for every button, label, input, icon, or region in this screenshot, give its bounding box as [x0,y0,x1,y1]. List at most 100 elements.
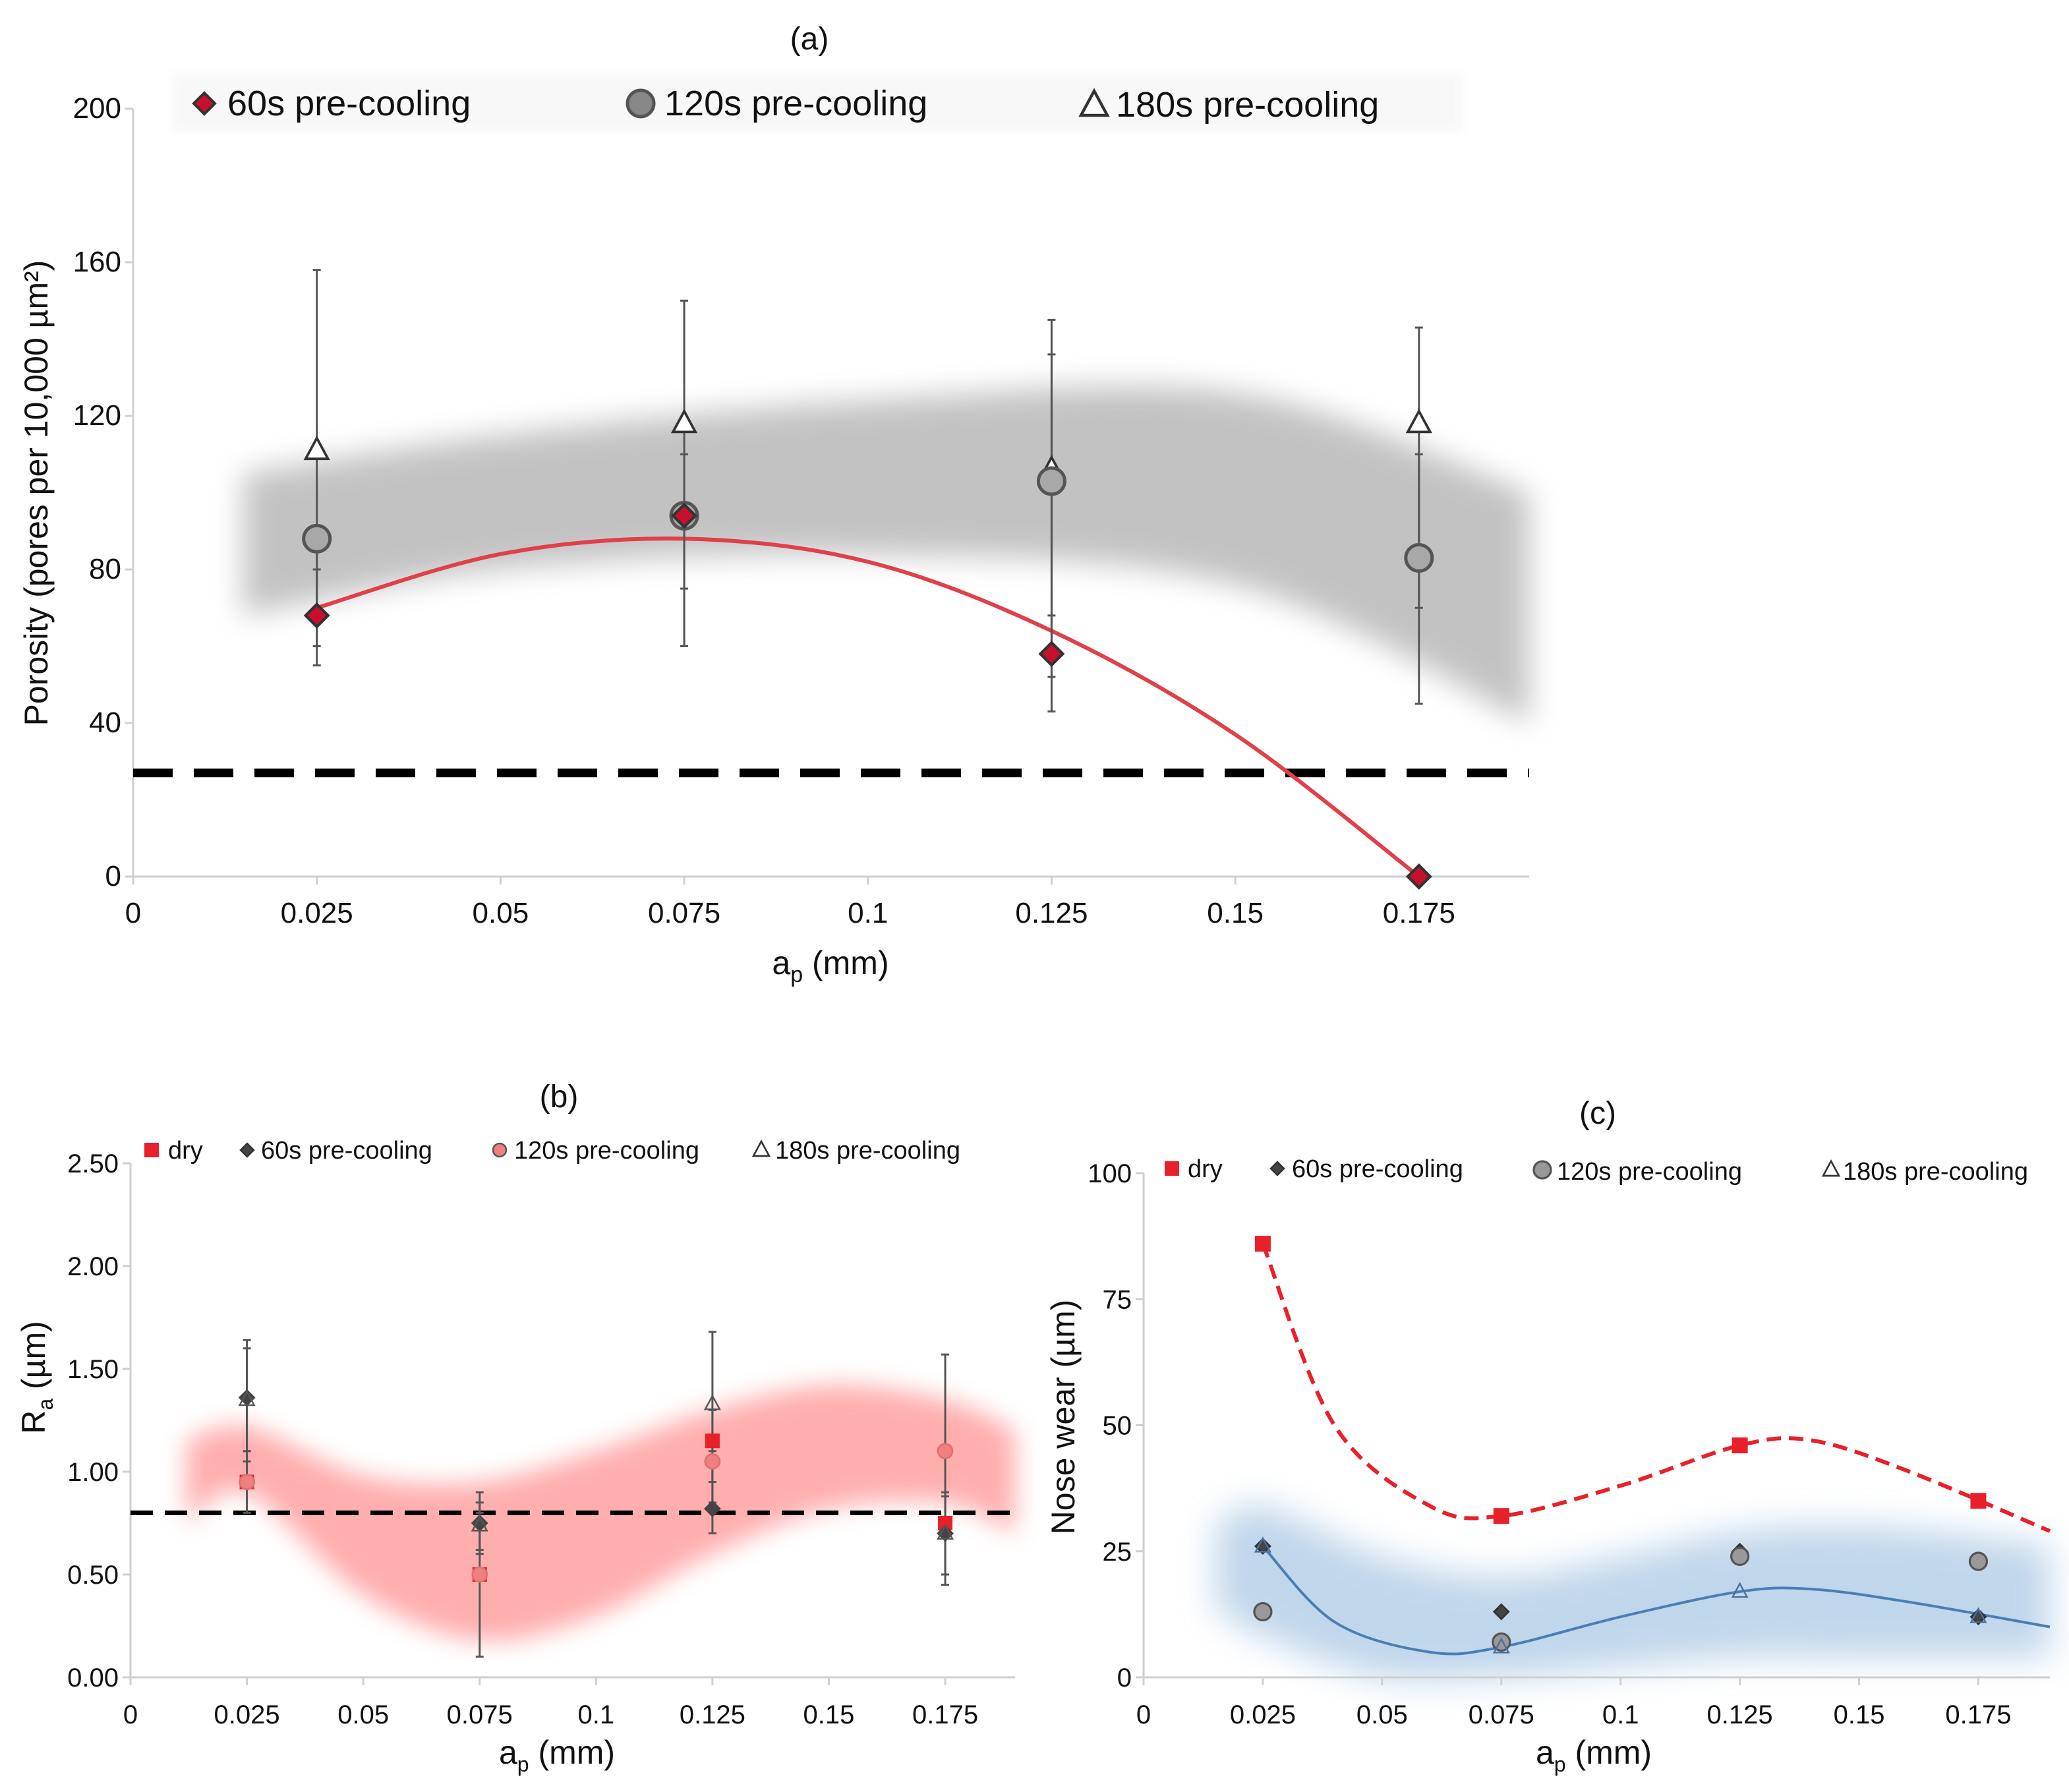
panel-c-y-tick-label: 0 [1117,1663,1132,1692]
panel-a-point-120s-pre-cooling [1404,543,1434,573]
panel-c-legend-label-60s-pre-cooling: 60s pre-cooling [1292,1155,1463,1183]
panel-a-x-tick-label: 0.175 [1383,897,1455,929]
panel-b-legend-label-60s-pre-cooling: 60s pre-cooling [261,1137,432,1165]
panel-c-legend-marker-120s-pre-cooling [1532,1160,1552,1180]
panel-b-x-tick-label: 0.05 [337,1700,389,1729]
panel-a-point-180s-pre-cooling [303,435,330,461]
panel-c-x-tick-label: 0.175 [1945,1700,2011,1729]
panel-c-blue-band [1215,1505,2050,1681]
panel-a-band-shape [243,386,1529,723]
panel-b-y-label: Ra (µm) [15,1321,57,1434]
panel-b-legend: dry 60s pre-cooling 120s pre-cooling 180s p… [144,1137,960,1165]
panel-a-x-tick-label: 0.1 [848,897,888,929]
panel-c-y-tick-label: 50 [1103,1412,1132,1441]
panel-b-point-60s-pre-cooling [703,1500,721,1518]
panel-a-legend: 60s pre-cooling 120s pre-cooling 180s pre-… [171,72,1463,133]
panel-b-point-180s-pre-cooling [471,1515,488,1532]
panel-a-y-tick-label: 40 [89,707,121,739]
panel-a-x-ticks: 0 0.025 0.05 0.075 0.1 0.125 0.15 0.175 [125,877,1455,929]
panel-a-legend-marker-120s-pre-cooling [626,88,656,119]
panel-b-legend-label-dry: dry [168,1137,203,1165]
panel-a-legend-marker-60s-pre-cooling [192,91,217,116]
panel-c-point-120s-pre-cooling [1253,1602,1273,1622]
panel-c-x-tick-label: 0.1 [1602,1700,1639,1729]
panel-b-point-120s-pre-cooling [471,1566,488,1583]
panel-c-point-180s-pre-cooling [1731,1582,1749,1598]
panel-b-axes [129,1163,1015,1679]
panel-b-legend-label-180s-pre-cooling: 180s pre-cooling [775,1137,960,1165]
panel-b-legend-marker-dry [144,1143,159,1157]
panel-b-x-label: ap (mm) [499,1734,615,1776]
panel-b-band-shape [186,1385,1015,1641]
panel-c-point-dry [1970,1493,1987,1509]
panel-c-point-dry [1254,1236,1271,1252]
panel-c-point-180s-pre-cooling [1492,1637,1510,1654]
panel-b-x-tick-label: 0.1 [578,1700,615,1729]
panel-b-x-tick-label: 0.125 [680,1700,745,1729]
panel-c-x-tick-label: 0 [1136,1700,1151,1729]
panel-b-point-60s-pre-cooling [937,1524,954,1542]
panel-b-red-band [186,1385,1015,1641]
panel-b-x-tick-label: 0.15 [803,1700,855,1729]
panel-c-point-60s-pre-cooling [1492,1603,1510,1621]
panel-c-point-dry [1493,1508,1509,1524]
panel-b-legend-marker-180s-pre-cooling [751,1139,771,1157]
panel-b-x-tick-label: 0.025 [214,1700,280,1729]
panel-c-point-120s-pre-cooling [1730,1546,1750,1567]
panel-c-y-tick-label: 25 [1103,1538,1132,1567]
panel-a-x-tick-label: 0.05 [473,897,529,929]
panel-c-markers [1253,1236,1989,1654]
panel-c-point-120s-pre-cooling [1492,1632,1511,1652]
panel-a-porosity: (a) 0 40 80 120 160 200 0 0.025 0.05 0.075 0.1 0.1… [18,22,1529,987]
panel-c-legend-marker-180s-pre-cooling [1821,1159,1841,1177]
panel-a-legend-label-60s-pre-cooling: 60s pre-cooling [227,84,471,123]
panel-a-markers [302,408,1434,890]
panel-c-point-60s-pre-cooling [1969,1608,1987,1626]
panel-c-legend: dry 60s pre-cooling 120s pre-cooling 180s p… [1165,1155,2028,1186]
panel-b-x-tick-label: 0.075 [447,1700,513,1729]
panel-b-y-tick-label: 0.00 [67,1663,119,1692]
panel-b-legend-marker-120s-pre-cooling [492,1142,508,1158]
panel-b-point-180s-pre-cooling [703,1394,721,1410]
panel-a-y-tick-label: 120 [73,399,121,432]
panel-b-point-120s-pre-cooling [937,1443,954,1460]
panel-b-x-tick-label: 0.175 [912,1700,978,1729]
panel-a-legend-backdrop [171,72,1463,133]
panel-a-x-tick-label: 0.025 [281,897,353,929]
panel-b-point-dry [705,1433,720,1449]
panel-b-roughness: (b) 0.000.501.001.502.002.50 0 0.025 0.05 0… [15,1080,1015,1776]
panel-c-title: (c) [1579,1096,1616,1131]
panel-b-point-180s-pre-cooling [937,1523,954,1540]
panel-a-x-tick-label: 0.075 [648,897,720,929]
panel-c-y-tick-label: 100 [1088,1159,1132,1188]
panel-a-y-tick-label: 160 [73,246,121,278]
panel-a-axes [132,109,1529,878]
panel-c-point-120s-pre-cooling [1968,1551,1989,1571]
panel-a-gray-band [243,386,1529,723]
panel-b-markers [238,1389,954,1583]
panel-b-legend-label-120s-pre-cooling: 120s pre-cooling [514,1137,699,1165]
panel-c-x-tick-label: 0.15 [1834,1700,1885,1729]
panel-a-60s-fit-curve [316,536,1420,879]
panel-c-band-shape [1215,1505,2050,1681]
panel-b-x-tick-label: 0 [123,1700,138,1729]
panel-c-point-dry [1732,1437,1748,1454]
panel-b-y-tick-label: 0.50 [67,1561,119,1590]
panel-b-y-tick-label: 1.50 [67,1355,119,1384]
panel-c-legend-marker-dry [1165,1161,1179,1176]
panel-c-dry-fit-curve [1261,1243,2051,1533]
panel-c-nose-wear: (c) 0 25 50 75 100 0 0.025 0.05 0.075 0.1 0.125 0.… [1045,1096,2051,1776]
panel-b-legend-marker-60s-pre-cooling [239,1142,255,1158]
panel-a-legend-marker-180s-pre-cooling [1078,88,1110,117]
panel-a-point-120s-pre-cooling [302,523,332,554]
panel-c-x-tick-label: 0.025 [1230,1700,1296,1729]
panel-a-x-label: ap (mm) [772,944,889,987]
panel-c-point-180s-pre-cooling [1254,1536,1271,1553]
panel-a-point-180s-pre-cooling [670,408,698,434]
panel-a-point-120s-pre-cooling [1036,466,1066,496]
panel-a-point-180s-pre-cooling [1405,408,1432,434]
panel-c-cooled-fit-curve [1262,1545,2051,1656]
panel-a-x-tick-label: 0.125 [1015,897,1088,929]
panel-c-x-ticks: 0 0.025 0.05 0.075 0.1 0.125 0.15 0.175 [1136,1677,2012,1729]
